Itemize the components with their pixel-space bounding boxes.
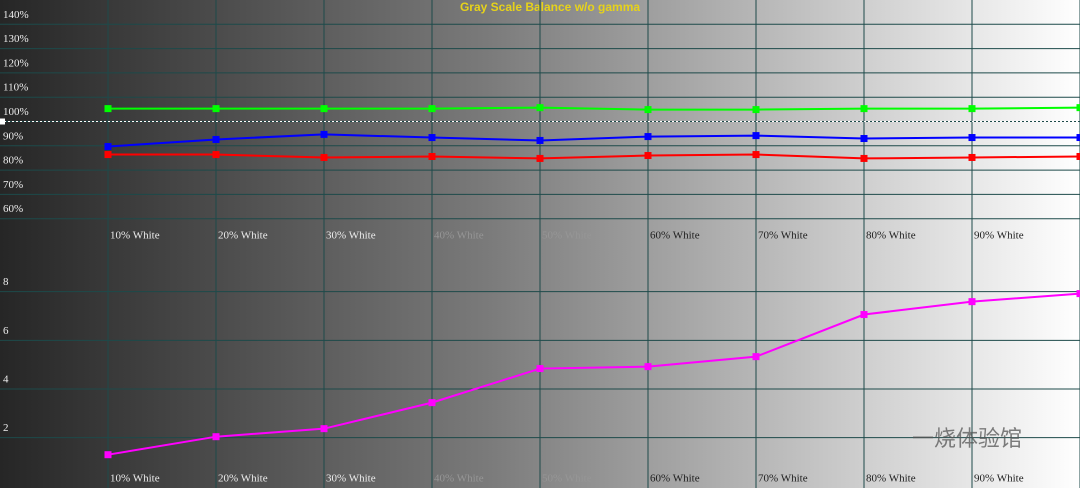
point (536, 104, 544, 112)
chart-title: Gray Scale Balance w/o gamma (460, 0, 640, 14)
y-tick-label: 2 (3, 422, 9, 434)
y-tick-label: 80% (3, 155, 23, 167)
point (644, 133, 652, 141)
point (860, 311, 868, 319)
point (212, 105, 220, 113)
point (428, 152, 436, 160)
x-tick-label: 50% White (542, 230, 592, 242)
series-line (108, 153, 1080, 160)
point (1076, 290, 1080, 298)
point (752, 353, 760, 361)
point (536, 365, 544, 373)
point (320, 425, 328, 433)
y-tick-label: 130% (3, 33, 29, 45)
x-tick-label: 20% White (218, 473, 268, 485)
x-tick-label: 40% White (434, 230, 484, 242)
x-tick-label: 80% White (866, 230, 916, 242)
point (536, 154, 544, 162)
watermark: 一烧体验馆 (912, 427, 1022, 452)
y-tick-label: 60% (3, 203, 23, 215)
point (212, 433, 220, 441)
x-tick-label: 70% White (758, 473, 808, 485)
point (1076, 134, 1080, 142)
point (320, 153, 328, 161)
point (752, 151, 760, 159)
y-tick-label: 90% (3, 130, 23, 142)
x-tick-label: 60% White (650, 230, 700, 242)
y-tick-label: 4 (3, 374, 9, 386)
point (644, 152, 652, 160)
x-tick-label: 30% White (326, 230, 376, 242)
x-tick-label: 30% White (326, 473, 376, 485)
point (1076, 104, 1080, 112)
x-tick-label: 50% White (542, 473, 592, 485)
x-tick-label: 90% White (974, 230, 1024, 242)
x-tick-label: 20% White (218, 230, 268, 242)
point (320, 105, 328, 113)
y-tick-label: 100% (3, 106, 29, 118)
series-line (107, 292, 1080, 456)
point (536, 136, 544, 144)
point (428, 105, 436, 113)
x-tick-label: 90% White (974, 473, 1024, 485)
point (212, 151, 220, 159)
point (860, 135, 868, 143)
x-tick-label: 40% White (434, 473, 484, 485)
x-tick-label: 10% White (110, 473, 160, 485)
x-tick-label: 60% White (650, 473, 700, 485)
series-line (107, 133, 1080, 148)
y-tick-label: 6 (3, 325, 9, 337)
point (860, 105, 868, 113)
point (104, 143, 112, 151)
point (212, 135, 220, 143)
x-tick-label: 10% White (110, 230, 160, 242)
y-tick-label: 70% (3, 179, 23, 191)
point (644, 363, 652, 371)
reference-marker (0, 118, 5, 125)
point (968, 153, 976, 161)
point (968, 134, 976, 142)
point (104, 451, 112, 459)
point (752, 106, 760, 114)
series-line (108, 106, 1080, 111)
x-tick-label: 80% White (866, 473, 916, 485)
point (320, 130, 328, 138)
point (428, 134, 436, 142)
point (428, 399, 436, 407)
point (1076, 152, 1080, 160)
y-tick-label: 8 (3, 276, 9, 288)
point (968, 105, 976, 113)
y-tick-label: 140% (3, 9, 29, 21)
point (968, 298, 976, 306)
y-tick-label: 120% (3, 57, 29, 69)
point (104, 105, 112, 113)
x-tick-label: 70% White (758, 230, 808, 242)
point (104, 151, 112, 159)
y-tick-label: 110% (3, 82, 28, 94)
point (860, 154, 868, 162)
point (644, 106, 652, 114)
point (752, 132, 760, 140)
